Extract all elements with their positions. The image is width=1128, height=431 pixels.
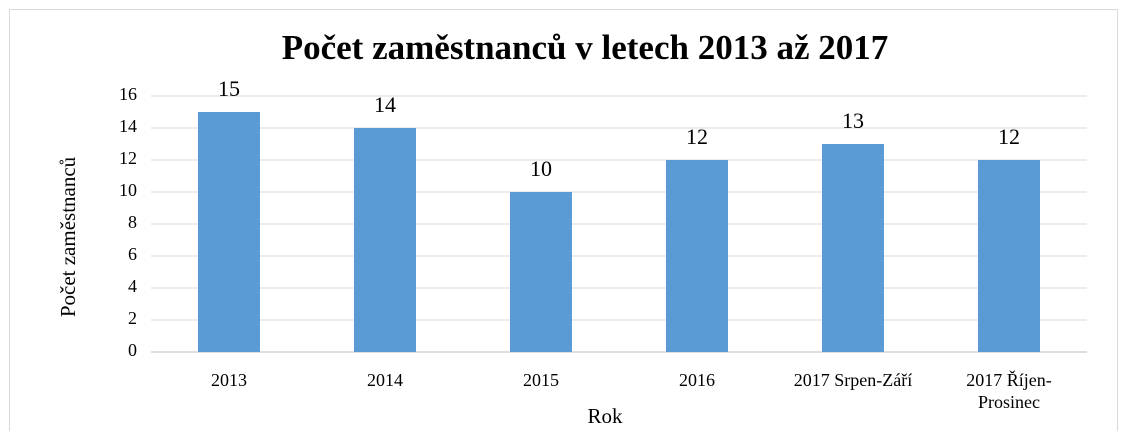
data-label: 15	[218, 76, 240, 101]
chart-title: Počet zaměstnanců v letech 2013 až 2017	[282, 28, 889, 67]
y-tick-label: 4	[128, 276, 137, 296]
y-tick-label: 0	[128, 340, 137, 360]
x-tick-label: 2016	[679, 370, 715, 390]
data-label: 12	[998, 124, 1020, 149]
bar	[354, 128, 416, 352]
y-tick-label: 16	[119, 84, 137, 104]
x-tick-label: 2015	[523, 370, 559, 390]
x-tick-label-box: 2017 Říjen-Prosinec	[966, 370, 1052, 412]
x-tick-label: 2017 Srpen-Září	[793, 370, 913, 390]
bar	[822, 144, 884, 352]
data-label: 12	[686, 124, 708, 149]
y-tick-label: 6	[128, 244, 137, 264]
bar	[666, 160, 728, 352]
x-tick-label: 2014	[367, 370, 403, 390]
y-tick-label: 14	[119, 116, 137, 136]
bar	[510, 192, 572, 352]
y-tick-label: 12	[119, 148, 137, 168]
y-axis-label: Počet zaměstnanců	[56, 156, 80, 317]
x-tick-label-box: 2017 Srpen-Září	[793, 370, 913, 390]
x-tick-label-box: 2014	[367, 370, 403, 390]
data-label: 14	[374, 92, 396, 117]
y-tick-label: 10	[119, 180, 137, 200]
bar	[978, 160, 1040, 352]
x-axis-label: Rok	[587, 404, 623, 428]
x-tick-label: 2017 Říjen-Prosinec	[966, 370, 1052, 412]
data-label: 10	[530, 156, 552, 181]
x-tick-label-box: 2015	[523, 370, 559, 390]
data-label: 13	[842, 108, 864, 133]
x-tick-label-box: 2016	[679, 370, 715, 390]
bar	[198, 112, 260, 352]
x-tick-label: 2013	[211, 370, 247, 390]
x-tick-label-box: 2013	[211, 370, 247, 390]
y-tick-label: 2	[128, 308, 137, 328]
y-tick-label: 8	[128, 212, 137, 232]
